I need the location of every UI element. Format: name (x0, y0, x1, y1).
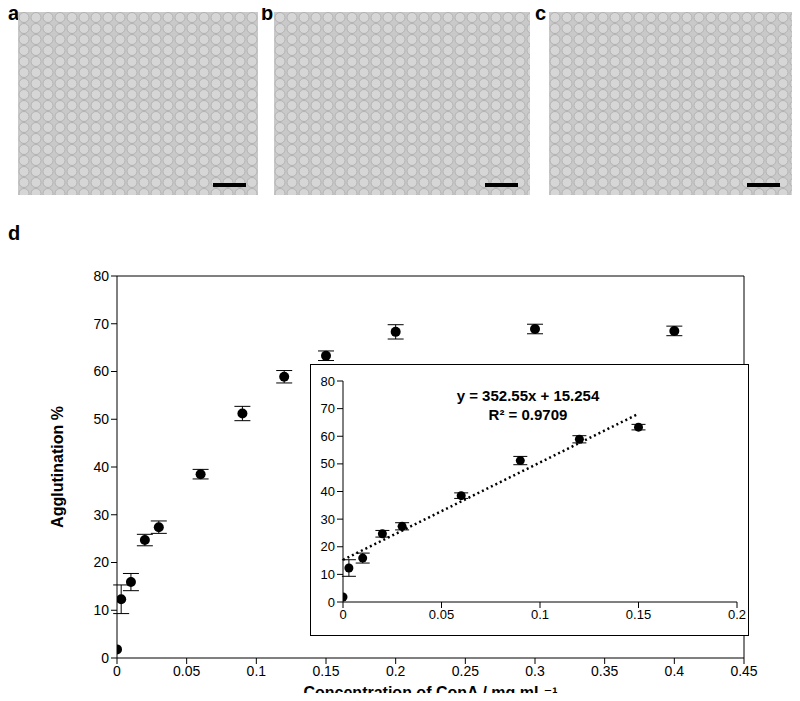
svg-text:60: 60 (321, 429, 335, 444)
svg-text:10: 10 (321, 567, 335, 582)
svg-text:40: 40 (93, 459, 109, 475)
svg-text:0.1: 0.1 (531, 607, 549, 622)
svg-text:30: 30 (321, 512, 335, 527)
svg-text:80: 80 (93, 268, 109, 284)
svg-text:70: 70 (321, 401, 335, 416)
svg-text:60: 60 (93, 363, 109, 379)
svg-text:0.15: 0.15 (312, 663, 339, 679)
svg-text:0.15: 0.15 (626, 607, 651, 622)
svg-text:80: 80 (321, 374, 335, 389)
svg-text:0.2: 0.2 (386, 663, 406, 679)
svg-text:0.1: 0.1 (247, 663, 267, 679)
svg-text:50: 50 (93, 411, 109, 427)
html-text:b: b (261, 2, 274, 24)
html-text:c: c (535, 2, 547, 24)
svg-text:0.05: 0.05 (173, 663, 200, 679)
svg-text:0: 0 (339, 607, 346, 622)
svg-text:10: 10 (93, 602, 109, 618)
html-text:y = 352.55x + 15.254: y = 352.55x + 15.254 (456, 387, 600, 404)
svg-text:0.45: 0.45 (730, 663, 757, 679)
svg-text:0: 0 (101, 650, 109, 666)
html-text:d: d (8, 222, 21, 244)
html-text:R² = 0.9709: R² = 0.9709 (488, 406, 568, 423)
svg-text:0.05: 0.05 (429, 607, 454, 622)
svg-text:70: 70 (93, 316, 109, 332)
svg-text:Concentration of ConA / mg mL⁻: Concentration of ConA / mg mL⁻¹ (303, 684, 557, 693)
svg-text:20: 20 (93, 554, 109, 570)
svg-text:0.35: 0.35 (591, 663, 618, 679)
html-text:a: a (8, 2, 20, 24)
svg-text:50: 50 (321, 456, 335, 471)
svg-text:0: 0 (328, 595, 335, 610)
svg-text:40: 40 (321, 484, 335, 499)
svg-text:0: 0 (113, 663, 121, 679)
svg-text:0.4: 0.4 (665, 663, 685, 679)
svg-text:0.2: 0.2 (728, 607, 746, 622)
svg-text:0.3: 0.3 (525, 663, 545, 679)
svg-text:Agglutination %: Agglutination % (49, 406, 66, 528)
svg-text:20: 20 (321, 539, 335, 554)
svg-text:30: 30 (93, 507, 109, 523)
svg-text:0.25: 0.25 (452, 663, 479, 679)
